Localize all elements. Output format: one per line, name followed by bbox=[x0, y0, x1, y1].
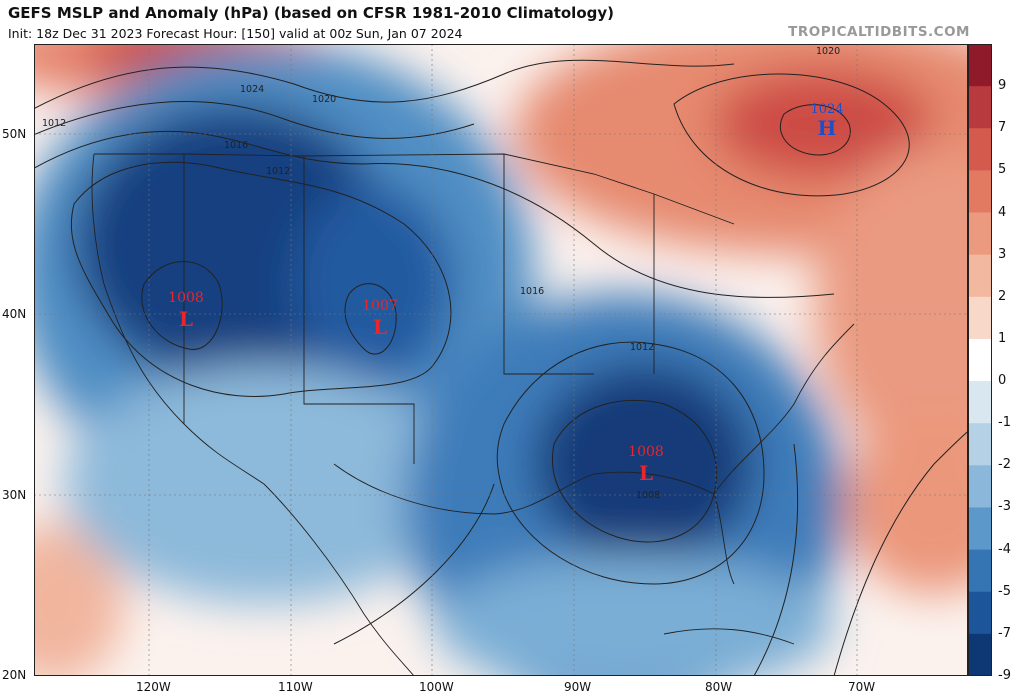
isobars bbox=[34, 59, 968, 676]
colorbar-tick-label: 0 bbox=[998, 373, 1007, 389]
colorbar-frame bbox=[968, 44, 992, 676]
low-center-letter: L bbox=[373, 315, 387, 339]
lon-label: 100W bbox=[419, 680, 454, 694]
low-center-letter: L bbox=[639, 461, 653, 485]
map-subtitle: Init: 18z Dec 31 2023 Forecast Hour: [15… bbox=[8, 26, 463, 41]
map-frame bbox=[34, 44, 968, 676]
isobar-label: 1008 bbox=[636, 490, 660, 501]
isobar-label: 1016 bbox=[520, 286, 544, 297]
colorbar-tick-label: -3 bbox=[998, 499, 1011, 515]
colorbar-tick-label: 9 bbox=[998, 78, 1007, 94]
colorbar-swatch bbox=[968, 549, 992, 593]
lon-label: 90W bbox=[564, 680, 592, 694]
weather-map: 1024 1020 1012 1016 1012 1016 1012 1008 … bbox=[34, 44, 968, 676]
lon-label: 70W bbox=[848, 680, 876, 694]
high-center-value: 1024 bbox=[810, 102, 843, 117]
colorbar-swatch bbox=[968, 633, 992, 676]
low-center-value: 1008 bbox=[628, 444, 664, 460]
colorbar-tick-label: -4 bbox=[998, 541, 1011, 557]
isobar-label: 1020 bbox=[312, 94, 336, 105]
colorbar-tick-label: 2 bbox=[998, 288, 1007, 304]
lat-label: 50N bbox=[2, 127, 27, 141]
colorbar bbox=[968, 44, 992, 676]
gridlines bbox=[34, 44, 968, 676]
isobar-label: 1020 bbox=[816, 46, 840, 57]
colorbar-tick-label: 7 bbox=[998, 120, 1007, 136]
lon-label: 110W bbox=[278, 680, 313, 694]
colorbar-tick-label: -7 bbox=[998, 625, 1011, 641]
colorbar-tick-label: 1 bbox=[998, 330, 1007, 346]
colorbar-swatch bbox=[968, 591, 992, 635]
lon-label: 120W bbox=[136, 680, 171, 694]
colorbar-swatch bbox=[968, 465, 992, 508]
colorbar-swatch bbox=[968, 254, 992, 298]
colorbar-swatch bbox=[968, 296, 992, 340]
isobar-label: 1012 bbox=[266, 166, 290, 177]
colorbar-swatch bbox=[968, 86, 992, 129]
colorbar-swatch bbox=[968, 507, 992, 551]
colorbar-tick-label: -5 bbox=[998, 583, 1011, 599]
colorbar-swatch bbox=[968, 338, 992, 382]
colorbar-tick-label: 5 bbox=[998, 162, 1007, 178]
colorbar-swatch bbox=[968, 212, 992, 256]
colorbar-tick-label: -9 bbox=[998, 668, 1011, 683]
colorbar-swatch bbox=[968, 423, 992, 466]
low-center-value: 1008 bbox=[168, 290, 204, 306]
colorbar-tick-label: 4 bbox=[998, 204, 1007, 220]
low-center-value: 1007 bbox=[362, 298, 398, 314]
brand-watermark: TROPICALTIDBITS.COM bbox=[788, 24, 970, 40]
lon-label: 80W bbox=[705, 680, 733, 694]
colorbar-tick-label: -1 bbox=[998, 415, 1011, 431]
isobar-label: 1024 bbox=[240, 84, 264, 95]
isobar-label: 1012 bbox=[42, 118, 66, 129]
colorbar-swatch bbox=[968, 381, 992, 424]
colorbar-swatch bbox=[968, 44, 992, 87]
lat-label: 30N bbox=[2, 488, 27, 502]
colorbar-tick-label: 3 bbox=[998, 246, 1007, 262]
high-center-letter: H bbox=[818, 116, 837, 140]
low-center-letter: L bbox=[179, 307, 193, 331]
lat-label: 40N bbox=[2, 307, 27, 321]
coastlines bbox=[91, 153, 855, 676]
lat-label: 20N bbox=[2, 668, 27, 682]
isobar-label: 1016 bbox=[224, 140, 248, 151]
map-title: GEFS MSLP and Anomaly (hPa) (based on CF… bbox=[8, 4, 614, 22]
colorbar-swatch bbox=[968, 128, 992, 171]
isobar-label: 1012 bbox=[630, 342, 654, 353]
colorbar-tick-label: -2 bbox=[998, 457, 1011, 473]
colorbar-swatch bbox=[968, 170, 992, 214]
